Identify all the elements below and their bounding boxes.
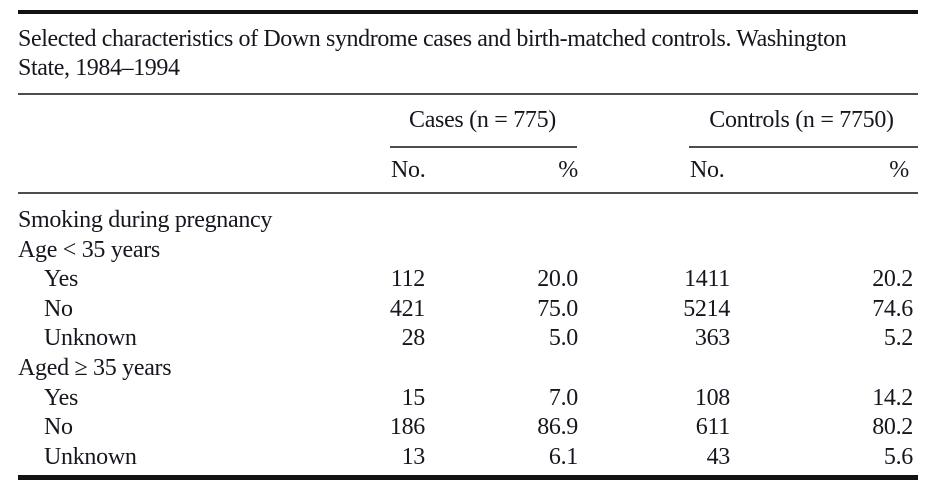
table-bottom-rule — [18, 475, 918, 480]
table-top-rule — [18, 10, 918, 14]
cases-no-cell: 186 — [389, 414, 425, 441]
cases-no-column-header: No. — [391, 157, 426, 183]
cases-no-cell: 28 — [401, 325, 426, 352]
cases-group-header: Cases (n = 775) — [408, 107, 556, 133]
cases-pct-cell: 6.1 — [548, 443, 578, 470]
table-title-line2: State, 1984–1994 — [18, 55, 180, 81]
row-label: No — [44, 414, 73, 441]
row-label: Unknown — [44, 325, 137, 352]
row-label: Unknown — [44, 443, 137, 470]
cases-no-cell — [378, 206, 425, 236]
table-row: No 186 86.9 611 80.2 — [18, 413, 918, 443]
controls-no-cell: 5214 — [683, 295, 730, 322]
cases-percent-column-header: % — [558, 157, 578, 183]
table-row: Unknown 28 5.0 363 5.2 — [18, 324, 918, 354]
controls-pct-cell: 74.6 — [872, 295, 913, 322]
table-title-line1: Selected characteristics of Down syndrom… — [18, 26, 847, 52]
cases-no-cell: 112 — [390, 266, 426, 293]
controls-pct-cell: 14.2 — [872, 384, 913, 411]
controls-no-cell: 611 — [695, 414, 731, 441]
controls-pct-cell: 5.6 — [883, 443, 913, 470]
table-row: Yes 112 20.0 1411 20.2 — [18, 265, 918, 295]
row-label: Yes — [44, 384, 79, 411]
cases-no-cell — [378, 354, 425, 384]
table-row-section-age-under-35: Age < 35 years — [18, 236, 918, 266]
cases-pct-cell: 7.0 — [548, 384, 578, 411]
cases-pct-cell — [425, 236, 578, 266]
controls-no-column-header: No. — [690, 157, 725, 183]
row-label: Aged ≥ 35 years — [18, 354, 172, 381]
controls-no-cell: 1411 — [684, 266, 730, 293]
controls-no-cell — [578, 354, 730, 384]
controls-no-cell — [578, 206, 730, 236]
controls-pct-cell — [730, 206, 913, 236]
table-row: Unknown 13 6.1 43 5.6 — [18, 443, 918, 473]
cases-pct-cell — [425, 354, 578, 384]
rule-under-header — [18, 192, 918, 194]
controls-group-rule — [689, 146, 918, 148]
row-label: Age < 35 years — [18, 236, 160, 263]
table-row-section-smoking: Smoking during pregnancy — [18, 206, 918, 236]
row-label: No — [44, 295, 73, 322]
controls-pct-cell — [730, 354, 913, 384]
table-row-section-age-35-plus: Aged ≥ 35 years — [18, 354, 918, 384]
rule-under-title — [18, 93, 918, 95]
cases-no-cell: 13 — [401, 443, 426, 470]
controls-no-cell — [578, 236, 730, 266]
cases-no-cell: 15 — [401, 384, 426, 411]
controls-no-cell: 108 — [694, 384, 730, 411]
cases-no-cell — [378, 236, 425, 266]
controls-pct-cell: 80.2 — [872, 414, 913, 441]
table-row: Yes 15 7.0 108 14.2 — [18, 384, 918, 414]
cases-pct-cell: 20.0 — [537, 266, 578, 293]
cases-no-cell: 421 — [389, 295, 425, 322]
controls-percent-column-header: % — [889, 157, 909, 183]
controls-group-header: Controls (n = 7750) — [709, 107, 894, 133]
cases-pct-cell: 75.0 — [537, 295, 578, 322]
cases-pct-cell — [425, 206, 578, 236]
cases-pct-cell: 5.0 — [548, 325, 578, 352]
controls-pct-cell — [730, 236, 913, 266]
table-body: Smoking during pregnancy Age < 35 years … — [18, 206, 918, 472]
controls-pct-cell: 5.2 — [883, 325, 913, 352]
cases-pct-cell: 86.9 — [537, 414, 578, 441]
controls-no-cell: 43 — [706, 443, 731, 470]
cases-group-rule — [390, 146, 577, 148]
controls-no-cell: 363 — [694, 325, 730, 352]
table-title: Selected characteristics of Down syndrom… — [18, 25, 930, 83]
row-label: Smoking during pregnancy — [18, 207, 273, 233]
row-label: Yes — [44, 266, 79, 293]
controls-pct-cell: 20.2 — [872, 266, 913, 293]
table-row: No 421 75.0 5214 74.6 — [18, 295, 918, 325]
